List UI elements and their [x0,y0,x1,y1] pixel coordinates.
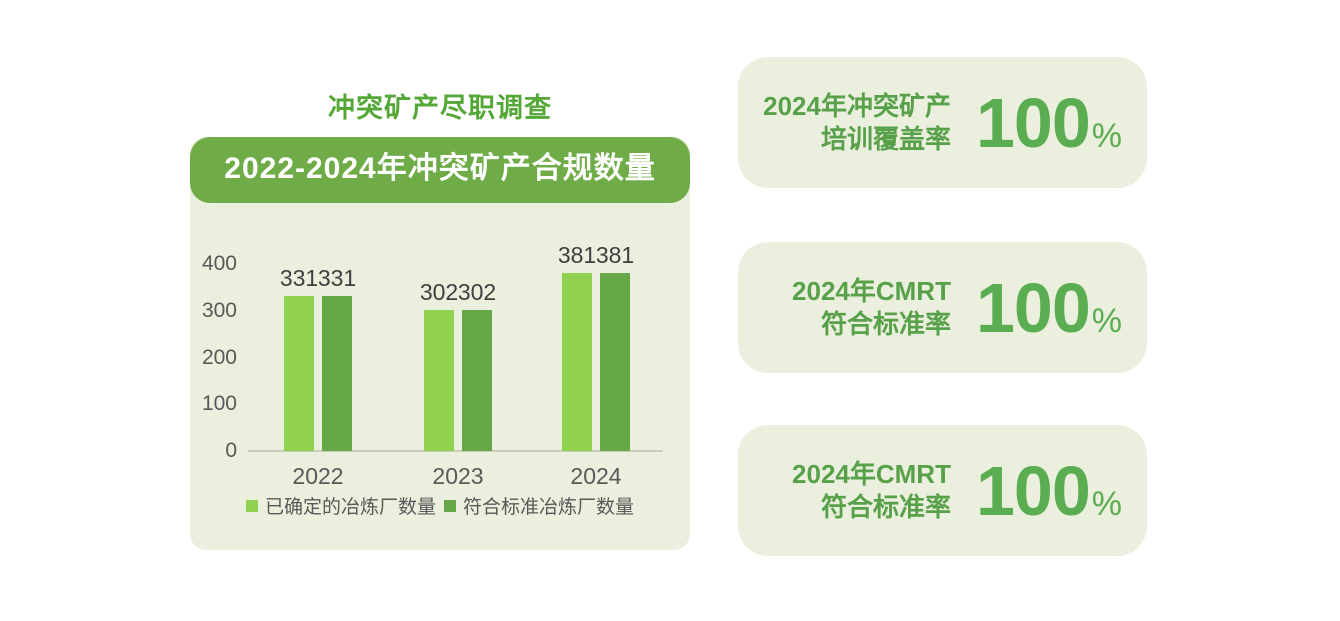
bar-2023-series-1 [424,309,454,451]
bar-2024-series-2 [600,272,630,451]
legend-swatch [245,499,258,512]
y-axis-tick-label: 400 [201,252,237,275]
x-axis-line [248,450,663,452]
stat-value-unit: % [1091,301,1122,340]
legend-label: 符合标准冶炼厂数量 [463,497,635,518]
stat-card-value: 100 % [976,273,1122,343]
y-axis-tick-label: 0 [225,439,237,462]
bar-value-label: 381 [595,241,635,268]
bar-value-label: 302 [457,278,497,305]
legend-item: 已确定的冶炼厂数量 [245,492,436,519]
y-axis-tick-label: 300 [201,298,237,322]
chart-legend: 已确定的冶炼厂数量 符合标准冶炼厂数量 [190,492,690,519]
legend-label: 已确定的冶炼厂数量 [264,497,436,518]
stat-card-value: 100 % [976,456,1122,526]
bar-value-label: 302 [419,278,459,305]
chart-card: 0 100 200 300 400 331 331 2022 302 302 2023 381 381 2… [190,137,690,550]
bar-2023-series-2 [462,309,492,451]
stat-card-cmrt-compliance-1: 2024年CMRT 符合标准率 100 % [738,242,1147,373]
legend-item: 符合标准冶炼厂数量 [444,492,634,519]
x-axis-tick-label: 2024 [570,463,622,489]
stat-card-label: 2024年冲突矿产 培训覆盖率 [763,90,951,155]
bar-2022-series-2 [322,296,352,451]
page-title: 冲突矿产尽职调查 [328,93,552,123]
stat-value-unit: % [1091,116,1122,155]
stat-card-value: 100 % [976,88,1122,158]
stat-card-cmrt-compliance-2: 2024年CMRT 符合标准率 100 % [738,425,1147,556]
stat-label-line1: 2024年CMRT [792,276,951,306]
legend-swatch [444,499,456,512]
bar-value-label: 381 [557,241,597,268]
y-axis-tick-label: 100 [201,392,237,416]
stat-value-unit: % [1091,484,1122,523]
bar-2024-series-1 [562,272,592,451]
stat-card-label: 2024年CMRT 符合标准率 [792,275,951,340]
stat-label-line1: 2024年CMRT [792,459,951,489]
stat-label-line1: 2024年冲突矿产 [763,91,951,121]
stat-value-number: 100 [975,83,1091,162]
y-axis-tick-label: 200 [201,345,237,369]
stat-label-line2: 符合标准率 [820,491,951,522]
bar-chart: 0 100 200 300 400 331 331 2022 302 302 2023 381 381 2… [190,137,690,550]
stat-card-label: 2024年CMRT 符合标准率 [792,458,951,523]
stat-label-line2: 符合标准率 [820,308,951,339]
stat-card-training-coverage: 2024年冲突矿产 培训覆盖率 100 % [738,57,1147,188]
bar-value-label: 331 [279,265,319,292]
stat-label-line2: 培训覆盖率 [820,123,951,154]
bar-2022-series-1 [284,296,314,451]
bar-value-label: 331 [317,265,357,292]
stat-value-number: 100 [975,268,1091,347]
x-axis-tick-label: 2022 [292,463,344,489]
stat-value-number: 100 [975,451,1091,530]
x-axis-tick-label: 2023 [432,463,484,489]
chart-title-banner: 2022-2024年冲突矿产合规数量 [190,137,690,203]
